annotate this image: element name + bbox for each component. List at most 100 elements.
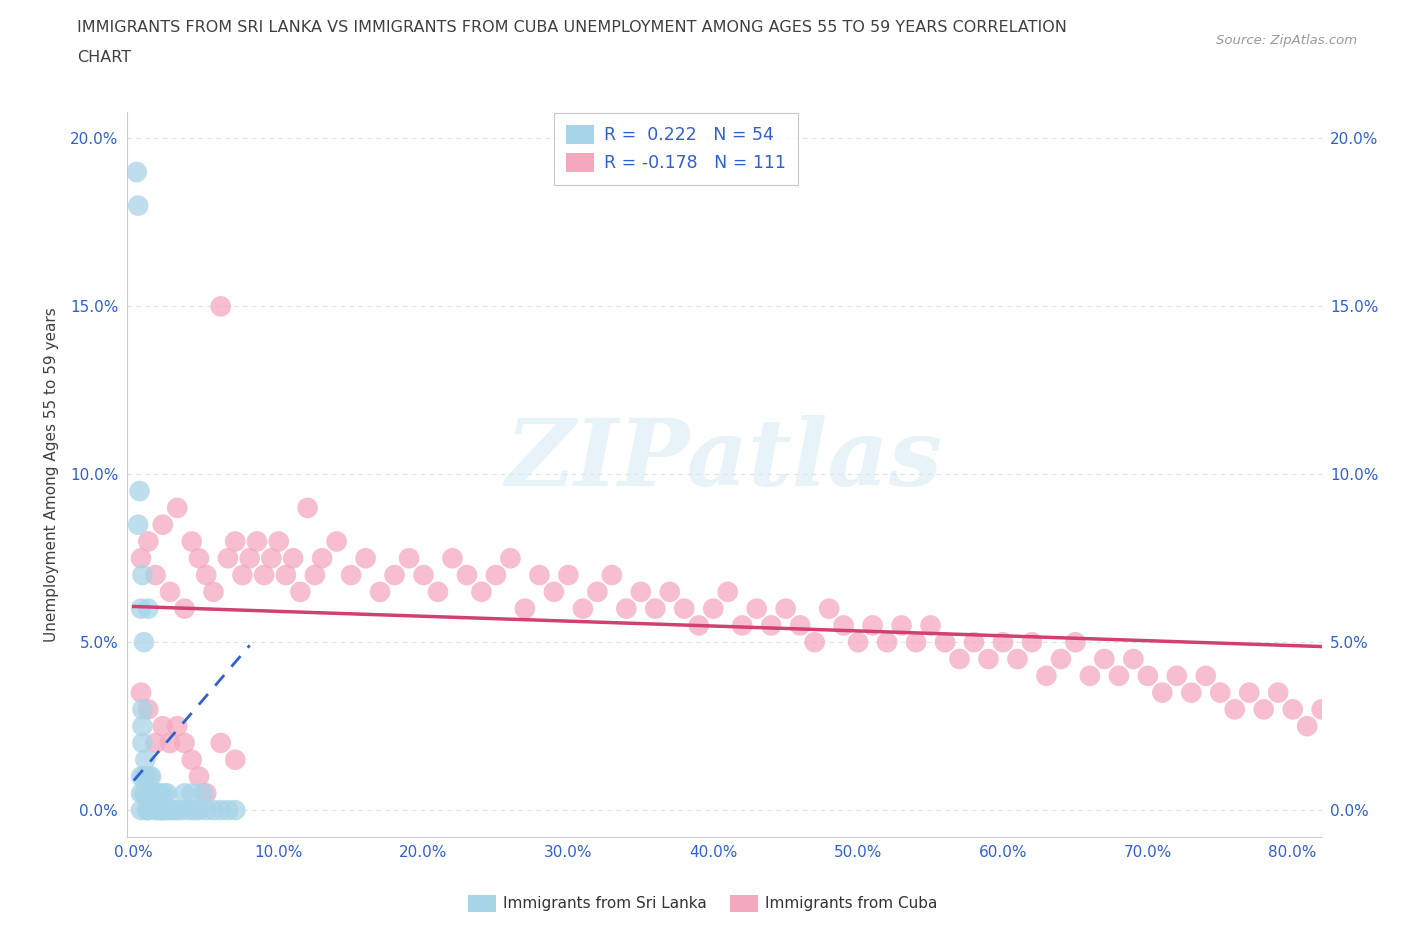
Point — [202, 803, 225, 817]
Point — [127, 198, 149, 213]
Point — [173, 736, 195, 751]
Point — [274, 567, 297, 582]
Point — [1108, 669, 1130, 684]
Point — [134, 786, 156, 801]
Point — [128, 484, 150, 498]
Point — [166, 719, 188, 734]
Text: CHART: CHART — [77, 50, 131, 65]
Point — [131, 702, 153, 717]
Point — [977, 652, 1000, 667]
Text: ZIPatlas: ZIPatlas — [506, 415, 942, 505]
Point — [166, 803, 188, 817]
Y-axis label: Unemployment Among Ages 55 to 59 years: Unemployment Among Ages 55 to 59 years — [44, 307, 59, 642]
Point — [136, 702, 159, 717]
Point — [143, 786, 166, 801]
Point — [209, 299, 232, 313]
Point — [832, 618, 855, 633]
Point — [145, 803, 167, 817]
Point — [384, 567, 406, 582]
Point — [138, 769, 160, 784]
Point — [159, 736, 181, 751]
Point — [614, 601, 637, 616]
Point — [485, 567, 508, 582]
Legend: R =  0.222   N = 54, R = -0.178   N = 111: R = 0.222 N = 54, R = -0.178 N = 111 — [554, 113, 799, 184]
Point — [153, 786, 176, 801]
Point — [152, 517, 174, 532]
Point — [202, 584, 225, 599]
Point — [138, 786, 160, 801]
Point — [731, 618, 754, 633]
Point — [173, 786, 195, 801]
Point — [1267, 685, 1289, 700]
Point — [1223, 702, 1246, 717]
Point — [470, 584, 492, 599]
Point — [148, 803, 170, 817]
Point — [572, 601, 595, 616]
Point — [239, 551, 262, 565]
Point — [136, 601, 159, 616]
Point — [149, 786, 172, 801]
Point — [131, 736, 153, 751]
Point — [412, 567, 434, 582]
Point — [129, 551, 152, 565]
Point — [142, 786, 165, 801]
Point — [991, 635, 1014, 650]
Point — [129, 685, 152, 700]
Point — [135, 786, 157, 801]
Point — [759, 618, 782, 633]
Point — [159, 803, 181, 817]
Point — [630, 584, 652, 599]
Point — [1078, 669, 1101, 684]
Point — [1253, 702, 1275, 717]
Point — [267, 534, 290, 549]
Point — [127, 517, 149, 532]
Point — [513, 601, 536, 616]
Point — [745, 601, 768, 616]
Point — [180, 786, 202, 801]
Point — [934, 635, 956, 650]
Point — [152, 803, 174, 817]
Point — [688, 618, 710, 633]
Point — [136, 786, 159, 801]
Point — [499, 551, 522, 565]
Point — [1035, 669, 1057, 684]
Point — [1195, 669, 1218, 684]
Point — [195, 567, 218, 582]
Point — [427, 584, 450, 599]
Point — [1237, 685, 1260, 700]
Point — [456, 567, 478, 582]
Point — [129, 786, 152, 801]
Point — [135, 803, 157, 817]
Point — [224, 534, 246, 549]
Point — [862, 618, 884, 633]
Point — [325, 534, 347, 549]
Point — [224, 752, 246, 767]
Point — [131, 567, 153, 582]
Point — [145, 567, 167, 582]
Point — [188, 769, 211, 784]
Point — [920, 618, 942, 633]
Point — [170, 803, 193, 817]
Point — [890, 618, 912, 633]
Point — [673, 601, 696, 616]
Point — [195, 786, 218, 801]
Point — [644, 601, 666, 616]
Point — [183, 803, 205, 817]
Point — [145, 786, 167, 801]
Point — [180, 752, 202, 767]
Point — [177, 803, 200, 817]
Point — [166, 500, 188, 515]
Point — [209, 803, 232, 817]
Point — [311, 551, 333, 565]
Point — [398, 551, 420, 565]
Legend: Immigrants from Sri Lanka, Immigrants from Cuba: Immigrants from Sri Lanka, Immigrants fr… — [463, 889, 943, 918]
Point — [1152, 685, 1174, 700]
Point — [141, 769, 163, 784]
Point — [193, 786, 215, 801]
Point — [180, 534, 202, 549]
Point — [152, 719, 174, 734]
Point — [132, 635, 155, 650]
Point — [188, 551, 211, 565]
Point — [846, 635, 869, 650]
Point — [717, 584, 740, 599]
